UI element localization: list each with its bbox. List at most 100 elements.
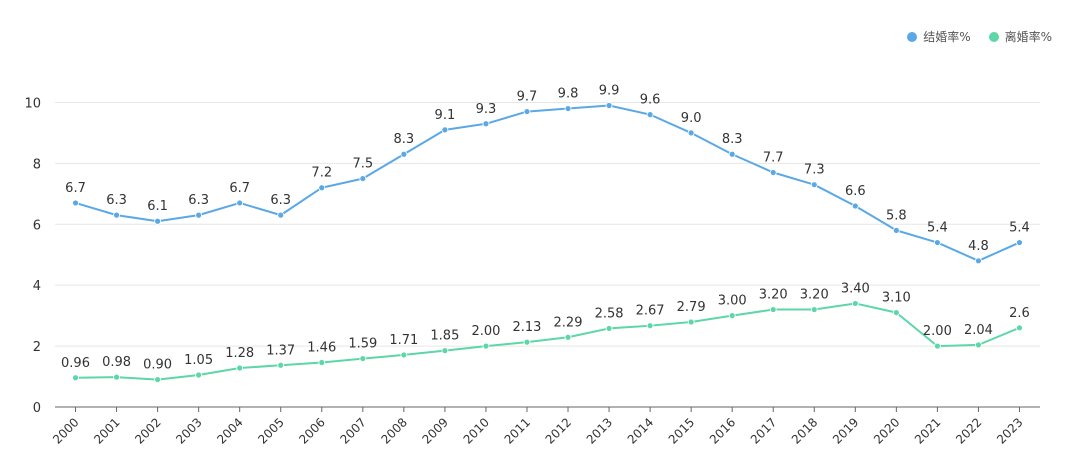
x-tick-label: 2008 xyxy=(378,415,409,446)
data-point xyxy=(400,351,408,359)
data-label: 7.2 xyxy=(311,166,332,181)
data-label: 6.3 xyxy=(106,193,127,208)
data-label: 6.6 xyxy=(845,184,866,199)
data-point xyxy=(728,150,736,158)
data-label: 4.8 xyxy=(968,239,989,254)
data-point xyxy=(810,181,818,189)
x-tick-label: 2017 xyxy=(748,415,779,446)
x-tick-label: 2019 xyxy=(830,415,861,446)
data-label: 2.00 xyxy=(471,324,500,339)
data-point xyxy=(523,338,531,346)
x-tick-label: 2002 xyxy=(132,415,163,446)
data-label: 3.00 xyxy=(718,294,747,309)
data-label: 5.8 xyxy=(886,208,907,223)
data-point xyxy=(646,111,654,119)
data-point xyxy=(605,102,613,109)
data-label: 1.71 xyxy=(389,333,418,348)
data-point xyxy=(154,217,162,225)
data-point xyxy=(605,325,613,332)
data-point xyxy=(359,175,367,182)
data-point xyxy=(318,184,326,192)
x-tick-label: 2015 xyxy=(666,415,697,446)
data-label: 9.6 xyxy=(640,93,661,108)
data-point xyxy=(1016,239,1023,246)
y-tick-label: 6 xyxy=(33,218,41,233)
data-point xyxy=(482,120,490,128)
data-point xyxy=(113,373,120,381)
data-label: 2.67 xyxy=(636,304,665,319)
data-point xyxy=(72,199,79,207)
data-point xyxy=(72,374,79,382)
data-label: 6.1 xyxy=(147,199,168,214)
x-tick-label: 2009 xyxy=(420,415,451,446)
y-tick-label: 4 xyxy=(33,279,41,294)
x-tick-label: 2013 xyxy=(584,415,615,446)
legend-item-divorce[interactable]: 离婚率% xyxy=(988,28,1052,45)
data-point xyxy=(154,376,162,383)
x-tick-label: 2018 xyxy=(789,415,820,446)
data-label: 0.96 xyxy=(61,356,90,371)
x-tick-label: 2011 xyxy=(502,415,533,446)
data-point xyxy=(195,211,203,219)
data-point xyxy=(687,129,695,137)
data-point xyxy=(933,239,941,246)
data-label: 3.40 xyxy=(841,281,870,296)
data-point xyxy=(236,199,244,207)
data-point xyxy=(113,211,120,219)
data-label: 2.6 xyxy=(1009,306,1030,321)
x-tick-label: 2010 xyxy=(461,415,492,446)
data-point xyxy=(277,211,285,219)
data-label: 9.0 xyxy=(681,111,702,126)
data-label: 9.7 xyxy=(517,90,538,105)
data-label: 7.3 xyxy=(804,163,825,178)
data-label: 3.20 xyxy=(759,288,788,303)
data-point xyxy=(277,361,285,369)
data-label: 1.28 xyxy=(225,346,254,361)
data-point xyxy=(975,341,982,349)
data-point xyxy=(810,306,818,313)
data-label: 9.8 xyxy=(558,87,579,102)
legend-marker-divorce xyxy=(988,31,999,42)
y-tick-label: 10 xyxy=(24,96,41,111)
data-label: 2.04 xyxy=(964,323,993,338)
data-point xyxy=(728,312,736,320)
data-label: 2.79 xyxy=(677,300,706,315)
data-point xyxy=(195,371,203,379)
data-point xyxy=(359,355,367,362)
data-label: 6.3 xyxy=(270,193,291,208)
data-label: 9.3 xyxy=(476,102,497,117)
data-point xyxy=(851,300,859,307)
data-label: 9.1 xyxy=(435,108,456,123)
data-point xyxy=(441,126,449,134)
data-label: 3.20 xyxy=(800,288,829,303)
data-label: 6.7 xyxy=(229,181,250,196)
x-tick-label: 2016 xyxy=(707,415,738,446)
x-tick-label: 2014 xyxy=(625,415,656,446)
data-point xyxy=(769,306,777,313)
series-line-divorce xyxy=(75,302,1020,381)
y-tick-label: 8 xyxy=(33,157,41,172)
data-point xyxy=(975,257,982,265)
x-tick-label: 2005 xyxy=(255,415,286,446)
data-label: 2.13 xyxy=(513,320,542,335)
x-tick-label: 2000 xyxy=(50,415,81,446)
data-point xyxy=(564,333,572,341)
x-tick-label: 2006 xyxy=(296,415,327,446)
data-point xyxy=(892,226,900,234)
series-line-marriage xyxy=(75,104,1020,262)
data-label: 6.3 xyxy=(188,193,209,208)
data-point xyxy=(236,364,244,372)
data-point xyxy=(564,105,572,112)
x-tick-label: 2022 xyxy=(953,415,984,446)
x-tick-label: 2012 xyxy=(543,415,574,446)
data-label: 1.59 xyxy=(348,337,377,352)
data-point xyxy=(892,309,900,316)
legend-item-marriage[interactable]: 结婚率% xyxy=(907,28,971,45)
data-point xyxy=(933,342,941,350)
data-label: 8.3 xyxy=(722,132,743,147)
data-point xyxy=(400,150,408,158)
x-tick-label: 2004 xyxy=(214,415,245,446)
data-label: 0.90 xyxy=(143,358,172,373)
x-tick-label: 2003 xyxy=(173,415,204,446)
data-label: 0.98 xyxy=(102,355,131,370)
